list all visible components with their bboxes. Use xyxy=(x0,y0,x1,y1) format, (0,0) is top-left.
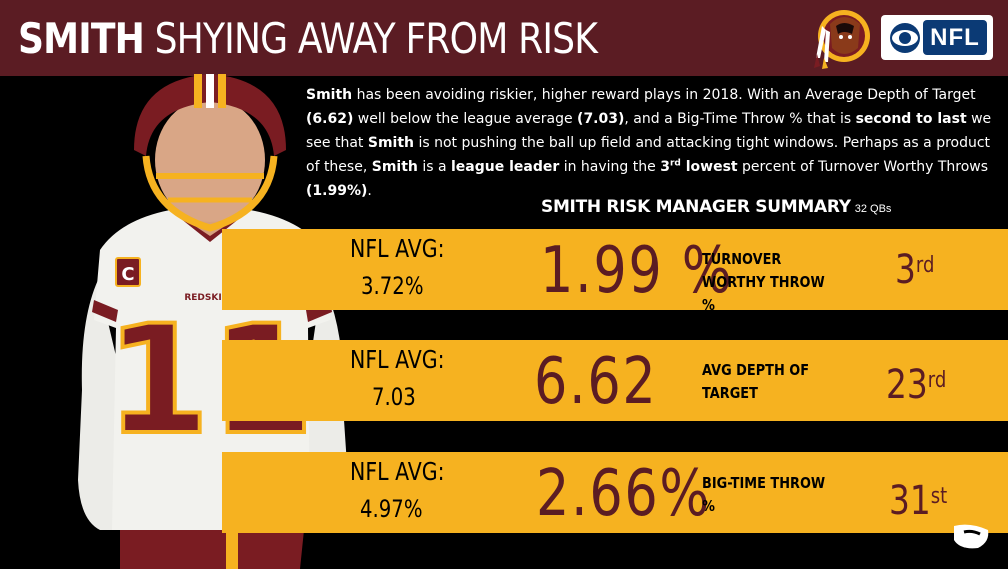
cbs-eye-icon xyxy=(890,23,920,53)
metric-label: TURNOVER WORTHY THROW % xyxy=(702,250,825,314)
player-stat-value: 6.62 xyxy=(534,345,658,419)
qb-count: 32 QBs xyxy=(854,203,892,215)
header-bar: SMITH SHYING AWAY FROM RISK NFL xyxy=(0,0,1008,76)
player-stat-value: 1.99 % xyxy=(540,234,734,308)
network-label: NFL xyxy=(923,20,987,55)
league-rank: 23rd xyxy=(886,362,947,408)
league-rank: 3rd xyxy=(895,247,935,293)
title-name: SMITH xyxy=(18,14,145,63)
cbs-nfl-logo: NFL xyxy=(881,15,993,60)
nfl-avg-value: 7.03 xyxy=(372,383,416,411)
nfl-avg-label: NFL AVG: xyxy=(350,457,445,486)
captain-badge: C xyxy=(121,264,134,285)
nfl-avg-value: 3.72% xyxy=(361,272,424,300)
nfl-avg-label: NFL AVG: xyxy=(350,234,445,263)
player-stat-value: 2.66% xyxy=(536,457,711,531)
watermark-icon xyxy=(954,524,989,549)
stat-row-big-time-throw: NFL AVG: 4.97% 2.66% BIG-TIME THROW % 31… xyxy=(222,452,1008,533)
jersey-team-text: REDSKINS xyxy=(184,293,235,303)
summary-heading: SMITH RISK MANAGER SUMMARY 32 QBs xyxy=(541,197,891,217)
redskins-logo-icon xyxy=(814,10,870,69)
summary-title: SMITH RISK MANAGER SUMMARY xyxy=(541,197,851,217)
nfl-avg-value: 4.97% xyxy=(360,495,423,523)
summary-paragraph: Smith has been avoiding riskier, higher … xyxy=(306,87,992,199)
nfl-avg-label: NFL AVG: xyxy=(350,345,445,374)
stat-row-depth-of-target: NFL AVG: 7.03 6.62 AVG DEPTH OF TARGET 2… xyxy=(222,340,1008,421)
league-rank: 31st xyxy=(889,478,948,524)
metric-label: BIG-TIME THROW % xyxy=(702,474,826,515)
title-rest: SHYING AWAY FROM RISK xyxy=(143,14,598,63)
stat-row-turnover-worthy: NFL AVG: 3.72% 1.99 % TURNOVER WORTHY TH… xyxy=(222,229,1008,314)
metric-label: AVG DEPTH OF TARGET xyxy=(702,361,810,402)
page-title: SMITH SHYING AWAY FROM RISK xyxy=(18,14,598,64)
